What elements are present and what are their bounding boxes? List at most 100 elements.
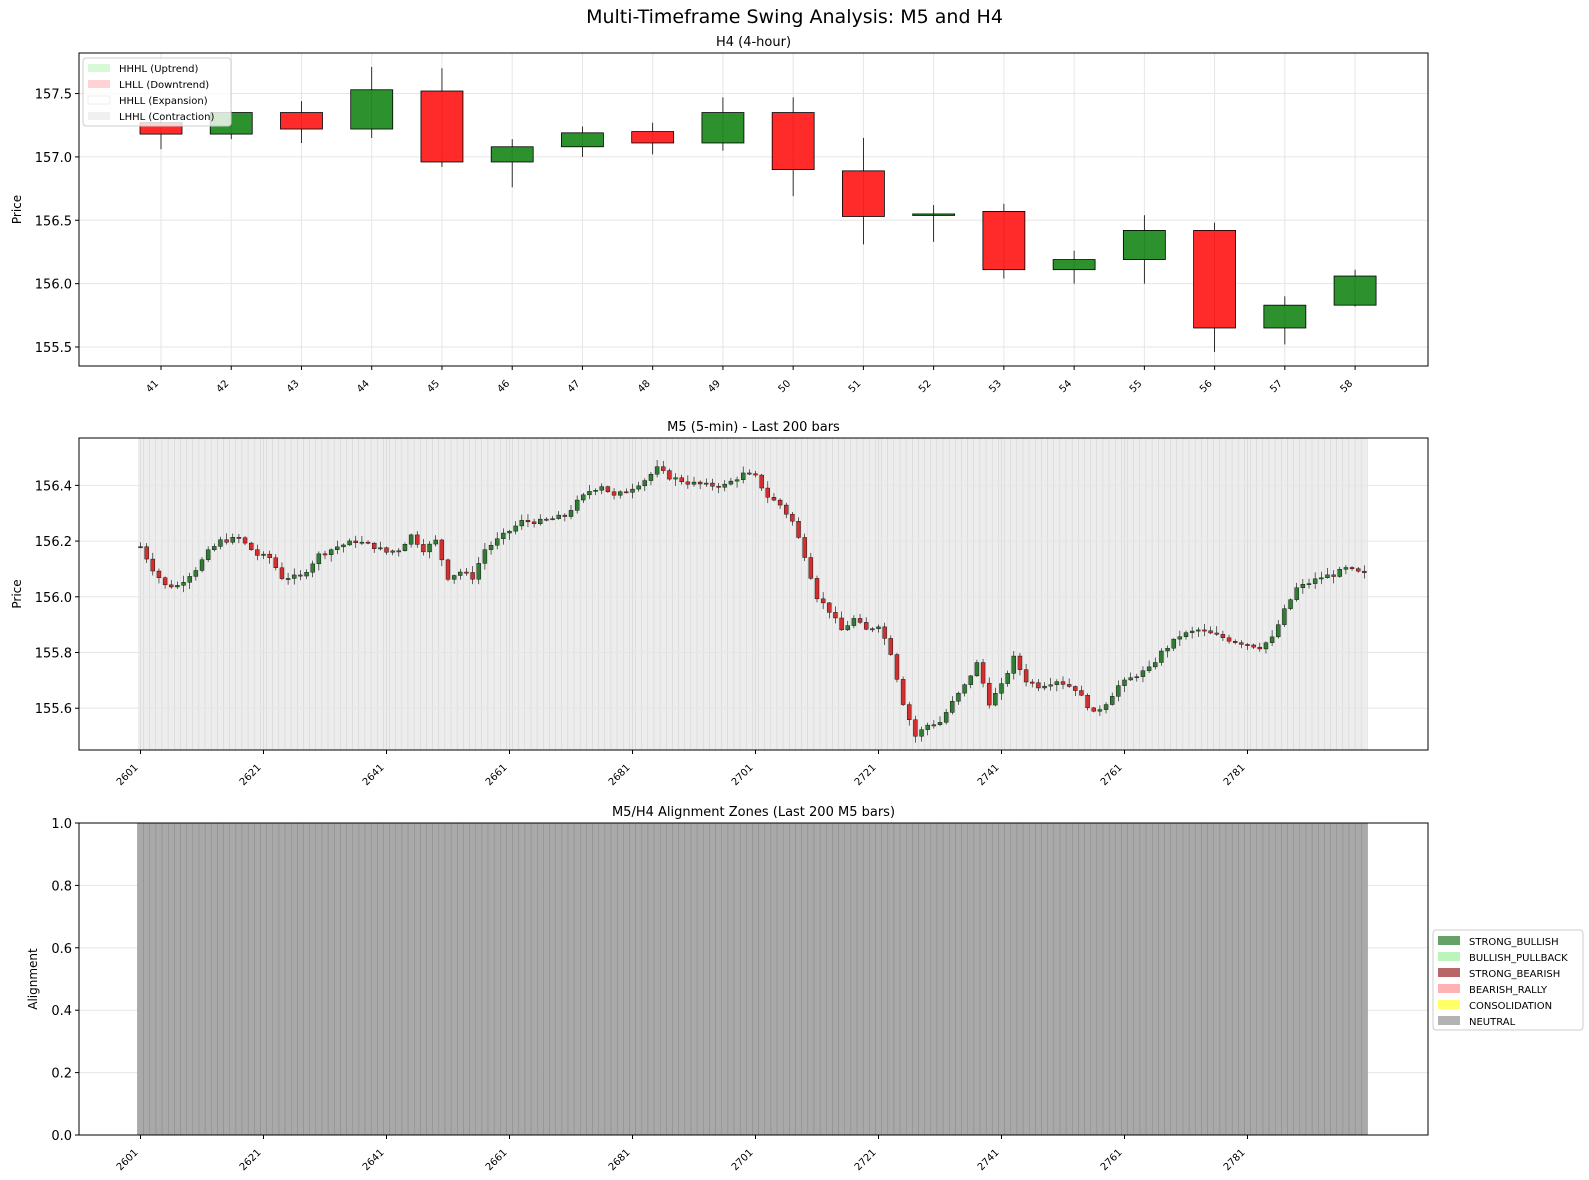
m5-candle-body	[193, 570, 199, 577]
h4-legend-swatch	[88, 64, 110, 72]
m5-x-tick-label: 2641	[361, 762, 387, 788]
m5-candle-body	[519, 520, 524, 527]
zone-bar-neutral	[653, 822, 661, 1136]
zone-bar-neutral	[961, 822, 968, 1136]
m5-candle-body	[654, 466, 660, 475]
m5-axes-frame	[78, 437, 1429, 751]
m5-candle-body	[538, 518, 543, 525]
zone-bar-neutral	[1281, 822, 1288, 1136]
m5-candle-body	[1232, 641, 1238, 643]
m5-candle-body	[242, 537, 248, 544]
zone-bar-neutral	[1207, 822, 1214, 1136]
zone-bar-neutral	[235, 822, 243, 1136]
m5-candle-body	[568, 510, 574, 517]
zone-bar-neutral	[530, 822, 538, 1136]
m5-candle-body	[427, 543, 432, 553]
m5-candle-body	[864, 622, 869, 630]
zone-bar-neutral	[297, 822, 304, 1136]
m5-candle-body	[1017, 655, 1023, 670]
zone-bar-neutral	[1348, 822, 1356, 1136]
m5-candle-body	[402, 544, 408, 551]
m5-candle-body	[310, 563, 315, 573]
h4-y-tick-label: 155.5	[35, 341, 72, 356]
m5-x-tick-label: 2761	[1099, 762, 1125, 788]
zone-legend-swatch	[1438, 1016, 1460, 1025]
m5-candle-body	[218, 539, 223, 547]
zone-bar-neutral	[764, 822, 772, 1136]
zone-x-tick-label: 2641	[361, 1147, 387, 1173]
m5-candle-body	[298, 574, 303, 577]
zone-bar-neutral	[493, 822, 501, 1136]
zone-bar-neutral	[1244, 822, 1251, 1136]
m5-candle-body	[716, 485, 721, 488]
m5-y-tick-label: 156.2	[35, 535, 72, 550]
zone-bar-neutral	[229, 822, 237, 1136]
zone-bar-neutral	[1250, 822, 1258, 1136]
zone-bar-neutral	[641, 822, 649, 1136]
zone-bar-neutral	[647, 822, 655, 1136]
zone-bar-neutral	[284, 822, 292, 1136]
m5-candle-body	[1122, 679, 1127, 686]
h4-legend-box	[82, 57, 232, 127]
zone-bar-neutral	[137, 822, 144, 1136]
m5-candle-body	[925, 724, 930, 730]
zone-legend-swatch	[1438, 1000, 1460, 1009]
zone-legend-label: NEUTRAL	[1469, 1017, 1516, 1028]
m5-candle-body	[1349, 567, 1355, 569]
zone-bar-neutral	[869, 822, 876, 1136]
m5-candle-body	[488, 545, 494, 550]
m5-candle-body	[501, 532, 506, 539]
zone-bar-neutral	[186, 822, 194, 1136]
figure-title: Multi-Timeframe Swing Analysis: M5 and H…	[586, 6, 1003, 28]
zone-bar-neutral	[1139, 822, 1147, 1136]
zone-bar-neutral	[1238, 822, 1245, 1136]
m5-x-tick-label: 2721	[853, 762, 879, 788]
zone-bar-neutral	[1231, 822, 1239, 1136]
zone-bar-neutral	[506, 822, 513, 1136]
m5-candle-body	[888, 638, 893, 655]
m5-candle-body	[1091, 707, 1096, 712]
m5-candle-body	[900, 679, 906, 705]
zone-bar-neutral	[801, 822, 809, 1136]
zone-bar-neutral	[370, 822, 378, 1136]
m5-candle-body	[390, 550, 395, 553]
zone-bar-neutral	[1330, 822, 1337, 1136]
zone-bar-neutral	[395, 822, 403, 1136]
h4-panel-title: H4 (4-hour)	[716, 35, 791, 50]
m5-candle-body	[556, 514, 561, 519]
m5-x-tick-label: 2781	[1222, 762, 1248, 788]
zone-bar-neutral	[561, 822, 569, 1136]
m5-candle-body	[236, 537, 242, 539]
zone-bar-neutral	[887, 822, 895, 1136]
m5-candle-body	[759, 474, 764, 489]
zone-bar-neutral	[979, 822, 987, 1136]
zone-bar-neutral	[180, 822, 187, 1136]
zone-bar-neutral	[555, 822, 563, 1136]
zone-bar-neutral	[315, 822, 323, 1136]
m5-candle-body	[734, 479, 740, 482]
h4-x-tick-label: 42	[215, 378, 232, 395]
zone-bar-neutral	[254, 822, 261, 1136]
zone-bar-neutral	[432, 822, 440, 1136]
zone-bar-neutral	[407, 822, 415, 1136]
m5-candle-body	[1220, 634, 1226, 638]
m5-candle-body	[1196, 629, 1201, 632]
m5-candle-body	[1269, 636, 1275, 643]
h4-x-tick-label: 49	[706, 378, 723, 395]
zone-bar-neutral	[524, 822, 532, 1136]
m5-candle-body	[550, 518, 555, 521]
m5-candle-body	[1239, 642, 1244, 645]
m5-candle-body	[1109, 696, 1115, 705]
m5-candle-body	[328, 549, 334, 555]
m5-candle-body	[365, 541, 371, 544]
m5-candle-body	[335, 546, 340, 550]
zone-bar-neutral	[1029, 822, 1036, 1136]
zone-x-tick-label: 2721	[853, 1147, 879, 1173]
zone-bar-neutral	[155, 822, 163, 1136]
h4-candle-body	[1052, 259, 1096, 271]
zone-bar-neutral	[856, 822, 864, 1136]
m5-candle-body	[808, 557, 814, 579]
m5-candle-body	[685, 481, 691, 485]
zone-bar-neutral	[666, 822, 673, 1136]
m5-candle-body	[378, 547, 383, 550]
